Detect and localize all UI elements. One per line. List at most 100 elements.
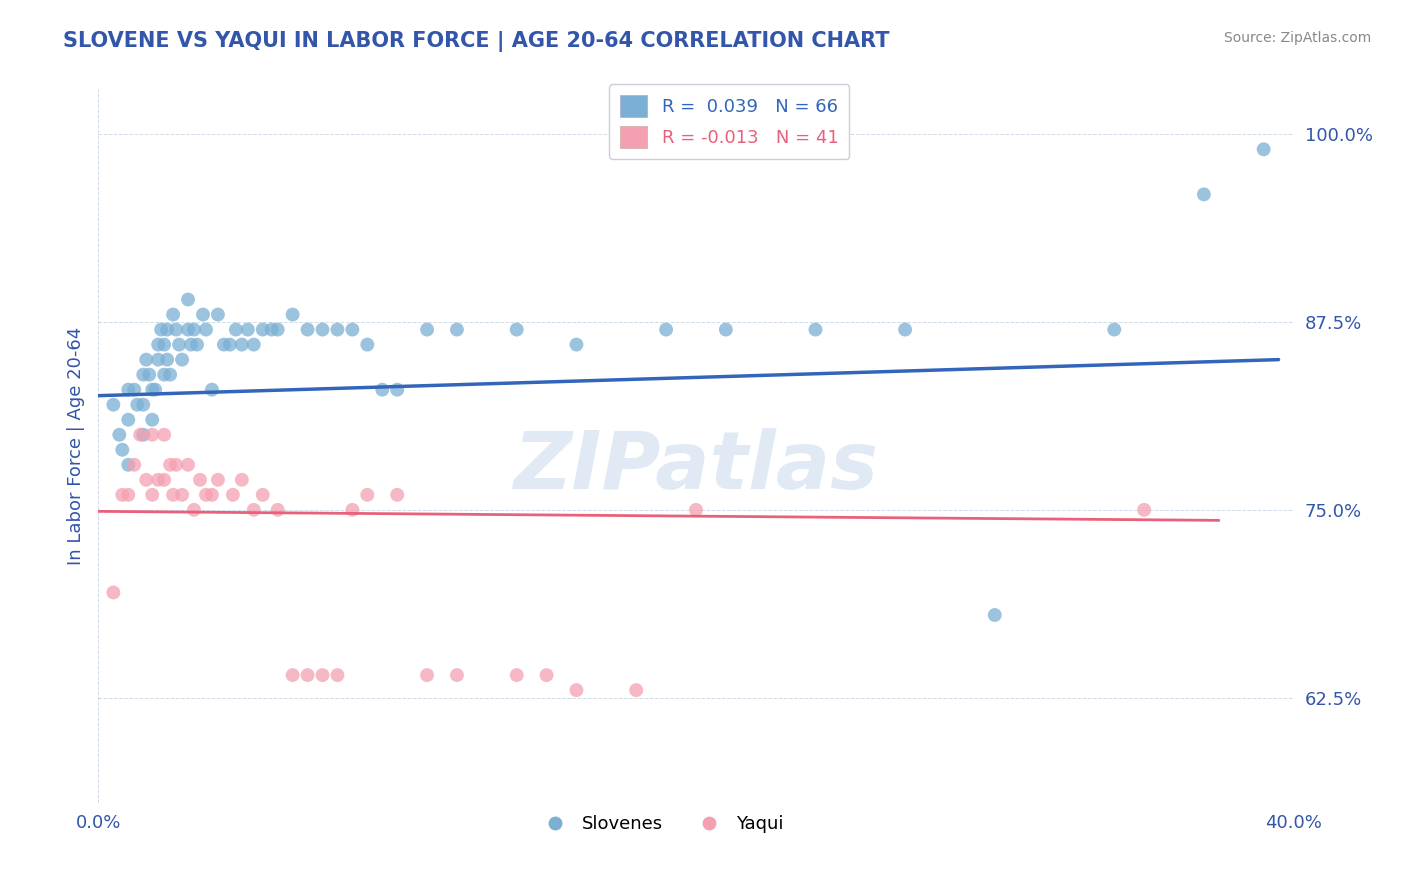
Point [446, 668, 468, 682]
Point [177, 293, 200, 307]
Point [165, 322, 187, 336]
Text: Source: ZipAtlas.com: Source: ZipAtlas.com [1223, 31, 1371, 45]
Point [124, 383, 146, 397]
Point [416, 322, 439, 336]
Point [186, 337, 208, 351]
Point [626, 683, 648, 698]
Point [117, 413, 139, 427]
Point [201, 383, 224, 397]
Point [536, 668, 558, 682]
Point [135, 352, 157, 367]
Point [804, 322, 827, 336]
Point [222, 488, 245, 502]
Point [446, 322, 468, 336]
Point [1133, 503, 1156, 517]
Point [231, 473, 253, 487]
Point [894, 322, 917, 336]
Point [252, 488, 274, 502]
Point [103, 585, 125, 599]
Point [177, 322, 200, 336]
Point [416, 668, 439, 682]
Point [132, 398, 155, 412]
Point [177, 458, 200, 472]
Point [117, 488, 139, 502]
Point [281, 308, 304, 322]
Point [188, 473, 211, 487]
Point [127, 398, 149, 412]
Text: SLOVENE VS YAQUI IN LABOR FORCE | AGE 20-64 CORRELATION CHART: SLOVENE VS YAQUI IN LABOR FORCE | AGE 20… [63, 31, 890, 53]
Point [342, 503, 364, 517]
Point [108, 427, 131, 442]
Point [167, 337, 190, 351]
Point [714, 322, 737, 336]
Point [124, 458, 146, 472]
Point [207, 473, 229, 487]
Point [371, 383, 394, 397]
Point [342, 322, 364, 336]
Point [195, 488, 218, 502]
Point [165, 458, 187, 472]
Point [506, 668, 529, 682]
Point [162, 488, 184, 502]
Point [156, 322, 179, 336]
Point [297, 668, 319, 682]
Point [385, 383, 409, 397]
Point [148, 352, 170, 367]
Point [132, 427, 155, 442]
Point [111, 442, 134, 457]
Point [153, 337, 176, 351]
Point [267, 503, 290, 517]
Point [141, 383, 163, 397]
Point [103, 398, 125, 412]
Point [207, 308, 229, 322]
Point [183, 503, 205, 517]
Point [117, 458, 139, 472]
Point [297, 322, 319, 336]
Point [156, 352, 179, 367]
Point [984, 607, 1007, 622]
Point [180, 337, 202, 351]
Point [565, 683, 588, 698]
Point [141, 427, 163, 442]
Point [1192, 187, 1215, 202]
Point [201, 488, 224, 502]
Point [159, 368, 181, 382]
Point [148, 473, 170, 487]
Point [655, 322, 678, 336]
Point [162, 308, 184, 322]
Point [311, 668, 333, 682]
Point [267, 322, 290, 336]
Point [143, 383, 166, 397]
Point [195, 322, 218, 336]
Point [219, 337, 242, 351]
Point [148, 337, 170, 351]
Y-axis label: In Labor Force | Age 20-64: In Labor Force | Age 20-64 [66, 326, 84, 566]
Point [225, 322, 247, 336]
Point [183, 322, 205, 336]
Point [326, 322, 349, 336]
Text: ZIPatlas: ZIPatlas [513, 428, 879, 507]
Point [356, 488, 378, 502]
Point [260, 322, 283, 336]
Point [141, 488, 163, 502]
Point [141, 413, 163, 427]
Point [153, 473, 176, 487]
Point [243, 337, 266, 351]
Point [212, 337, 235, 351]
Point [129, 427, 152, 442]
Point [231, 337, 253, 351]
Point [236, 322, 259, 336]
Legend: Slovenes, Yaqui: Slovenes, Yaqui [530, 808, 790, 840]
Point [153, 427, 176, 442]
Point [111, 488, 134, 502]
Point [281, 668, 304, 682]
Point [132, 368, 155, 382]
Point [191, 308, 214, 322]
Point [685, 503, 707, 517]
Point [135, 473, 157, 487]
Point [150, 322, 173, 336]
Point [1253, 142, 1275, 156]
Point [243, 503, 266, 517]
Point [326, 668, 349, 682]
Point [153, 368, 176, 382]
